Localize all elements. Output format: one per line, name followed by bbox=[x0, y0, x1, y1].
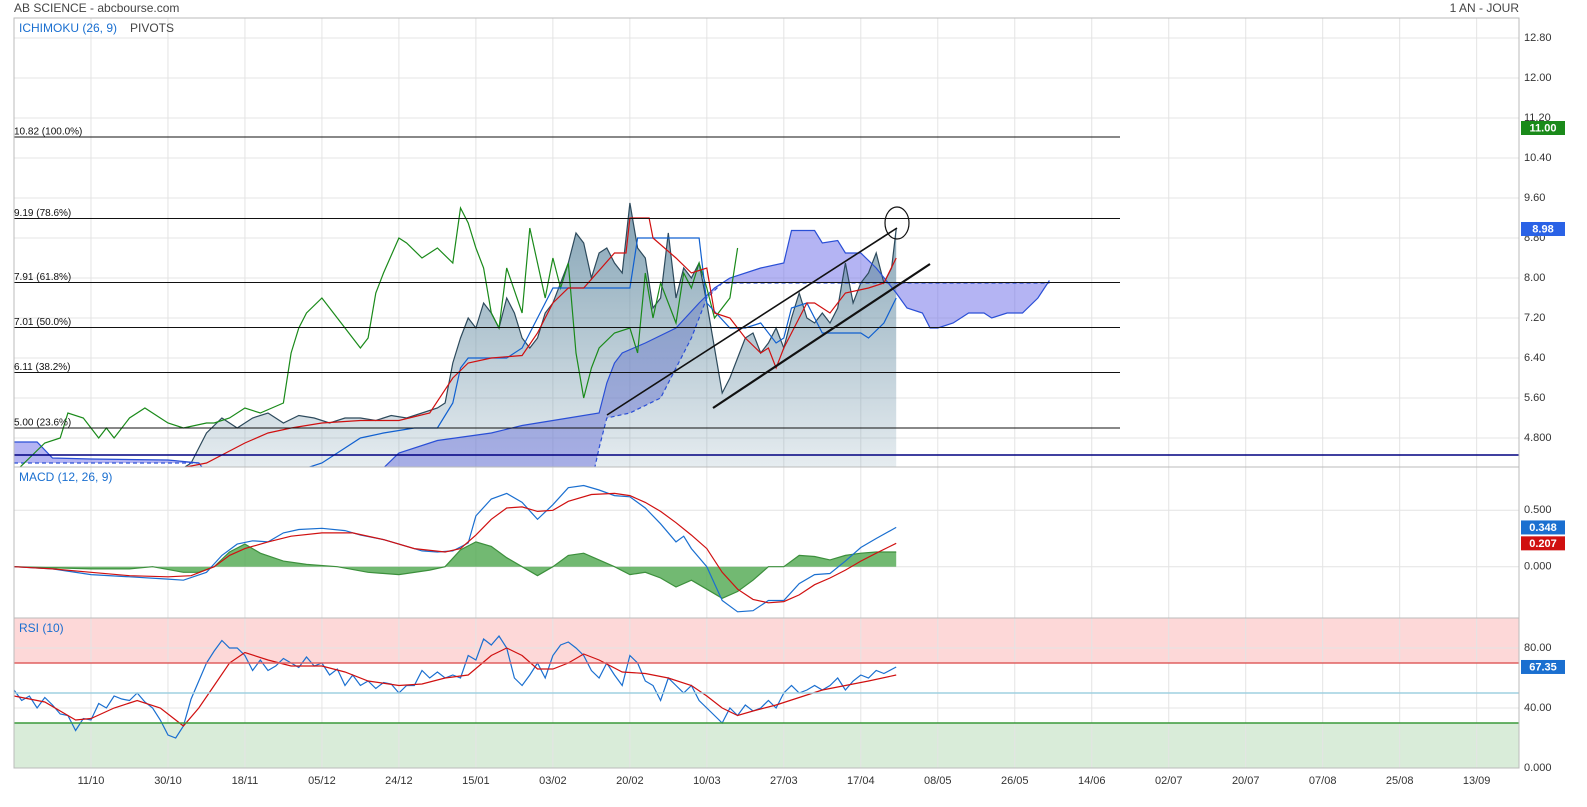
fib-label: 10.82 (100.0%) bbox=[14, 127, 82, 138]
fib-label: 9.19 (78.6%) bbox=[14, 208, 71, 219]
x-tick-label: 30/10 bbox=[154, 775, 182, 787]
value-badge bbox=[1521, 520, 1565, 535]
y-tick-label: 0.000 bbox=[1524, 561, 1552, 573]
area bbox=[14, 203, 897, 467]
x-tick-label: 25/08 bbox=[1386, 775, 1414, 787]
x-tick-label: 08/05 bbox=[924, 775, 952, 787]
value-badge-label: 8.98 bbox=[1532, 223, 1553, 235]
value-badge bbox=[1521, 536, 1565, 551]
y-tick-label: 40.00 bbox=[1524, 702, 1552, 714]
y-tick-label: 0.000 bbox=[1524, 762, 1552, 774]
fib-label: 6.11 (38.2%) bbox=[14, 362, 71, 373]
value-badge bbox=[1521, 659, 1565, 674]
y-tick-label: 9.60 bbox=[1524, 192, 1545, 204]
x-tick-label: 17/04 bbox=[847, 775, 875, 787]
x-tick-label: 20/02 bbox=[616, 775, 644, 787]
panel bbox=[14, 467, 1519, 618]
y-tick-label: 10.40 bbox=[1524, 152, 1552, 164]
value-badge-label: 0.348 bbox=[1529, 522, 1557, 534]
x-tick-label: 13/09 bbox=[1463, 775, 1491, 787]
y-tick-label: 80.00 bbox=[1524, 642, 1552, 654]
y-tick-label: 4.800 bbox=[1524, 432, 1552, 444]
series-line bbox=[14, 282, 1050, 467]
zone bbox=[14, 618, 1519, 663]
panel-titles: ICHIMOKU (26, 9) PIVOTS MACD (12, 26, 9)… bbox=[19, 21, 174, 635]
panel-subtitle: PIVOTS bbox=[130, 21, 174, 35]
x-tick-label: 26/05 bbox=[1001, 775, 1029, 787]
y-tick-label: 7.20 bbox=[1524, 312, 1545, 324]
x-tick-label: 05/12 bbox=[308, 775, 336, 787]
series-line bbox=[14, 484, 897, 613]
series-line bbox=[307, 237, 897, 467]
x-tick-label: 24/12 bbox=[385, 775, 413, 787]
panel-title: ICHIMOKU (26, 9) bbox=[19, 21, 117, 35]
header-period: 1 AN - JOUR bbox=[1450, 1, 1520, 15]
y-tick-label: 8.00 bbox=[1524, 272, 1545, 284]
panel: 10.82 (100.0%) 9.19 (78.6%) 7.91 (61.8%) 7.… bbox=[14, 18, 1519, 467]
series-line bbox=[14, 492, 897, 604]
zone bbox=[14, 723, 1519, 768]
y-tick-label: 5.60 bbox=[1524, 392, 1545, 404]
series-line bbox=[19, 206, 739, 467]
frame bbox=[13, 17, 1520, 769]
value-badge-label: 11.00 bbox=[1530, 122, 1557, 134]
series-line bbox=[14, 647, 897, 727]
panel-title: MACD (12, 26, 9) bbox=[19, 470, 112, 484]
trend-line bbox=[606, 227, 898, 416]
y-tick-label: 0.500 bbox=[1524, 504, 1552, 516]
panel bbox=[14, 618, 1519, 768]
value-badge-label: 67.35 bbox=[1529, 661, 1557, 673]
x-tick-label: 27/03 bbox=[770, 775, 798, 787]
header-title: AB SCIENCE - abcbourse.com bbox=[14, 1, 179, 15]
circle-annotation bbox=[884, 206, 910, 240]
x-tick-label: 03/02 bbox=[539, 775, 567, 787]
value-badge-label: 0.207 bbox=[1529, 538, 1557, 550]
trend-line bbox=[712, 263, 931, 409]
y-tick-label: 12.00 bbox=[1524, 72, 1552, 84]
panel-title: RSI (10) bbox=[19, 621, 64, 635]
series-line bbox=[183, 202, 897, 467]
x-tick-label: 15/01 bbox=[462, 775, 490, 787]
x-tick-label: 10/03 bbox=[693, 775, 721, 787]
fib-label: 7.01 (50.0%) bbox=[14, 317, 71, 328]
plot-area: 10.82 (100.0%) 9.19 (78.6%) 7.91 (61.8%) 7.… bbox=[14, 18, 1565, 787]
x-tick-label: 20/07 bbox=[1232, 775, 1260, 787]
x-tick-label: 02/07 bbox=[1155, 775, 1183, 787]
x-tick-label: 11/10 bbox=[78, 775, 105, 787]
x-tick-label: 18/11 bbox=[232, 775, 259, 787]
x-tick-label: 14/06 bbox=[1078, 775, 1106, 787]
x-tick-label: 07/08 bbox=[1309, 775, 1337, 787]
y-tick-label: 6.40 bbox=[1524, 352, 1545, 364]
series-line bbox=[14, 541, 897, 599]
value-badge bbox=[1521, 222, 1565, 236]
drawings bbox=[606, 206, 931, 416]
y-tick-label: 12.80 bbox=[1524, 32, 1552, 44]
area bbox=[14, 541, 897, 599]
value-badge bbox=[1521, 121, 1565, 135]
series-line bbox=[14, 634, 897, 739]
fib-label: 5.00 (23.6%) bbox=[14, 418, 71, 429]
series-line bbox=[14, 229, 1050, 467]
y-tick-label: 11.20 bbox=[1524, 112, 1551, 124]
fib-label: 7.91 (61.8%) bbox=[14, 272, 71, 283]
